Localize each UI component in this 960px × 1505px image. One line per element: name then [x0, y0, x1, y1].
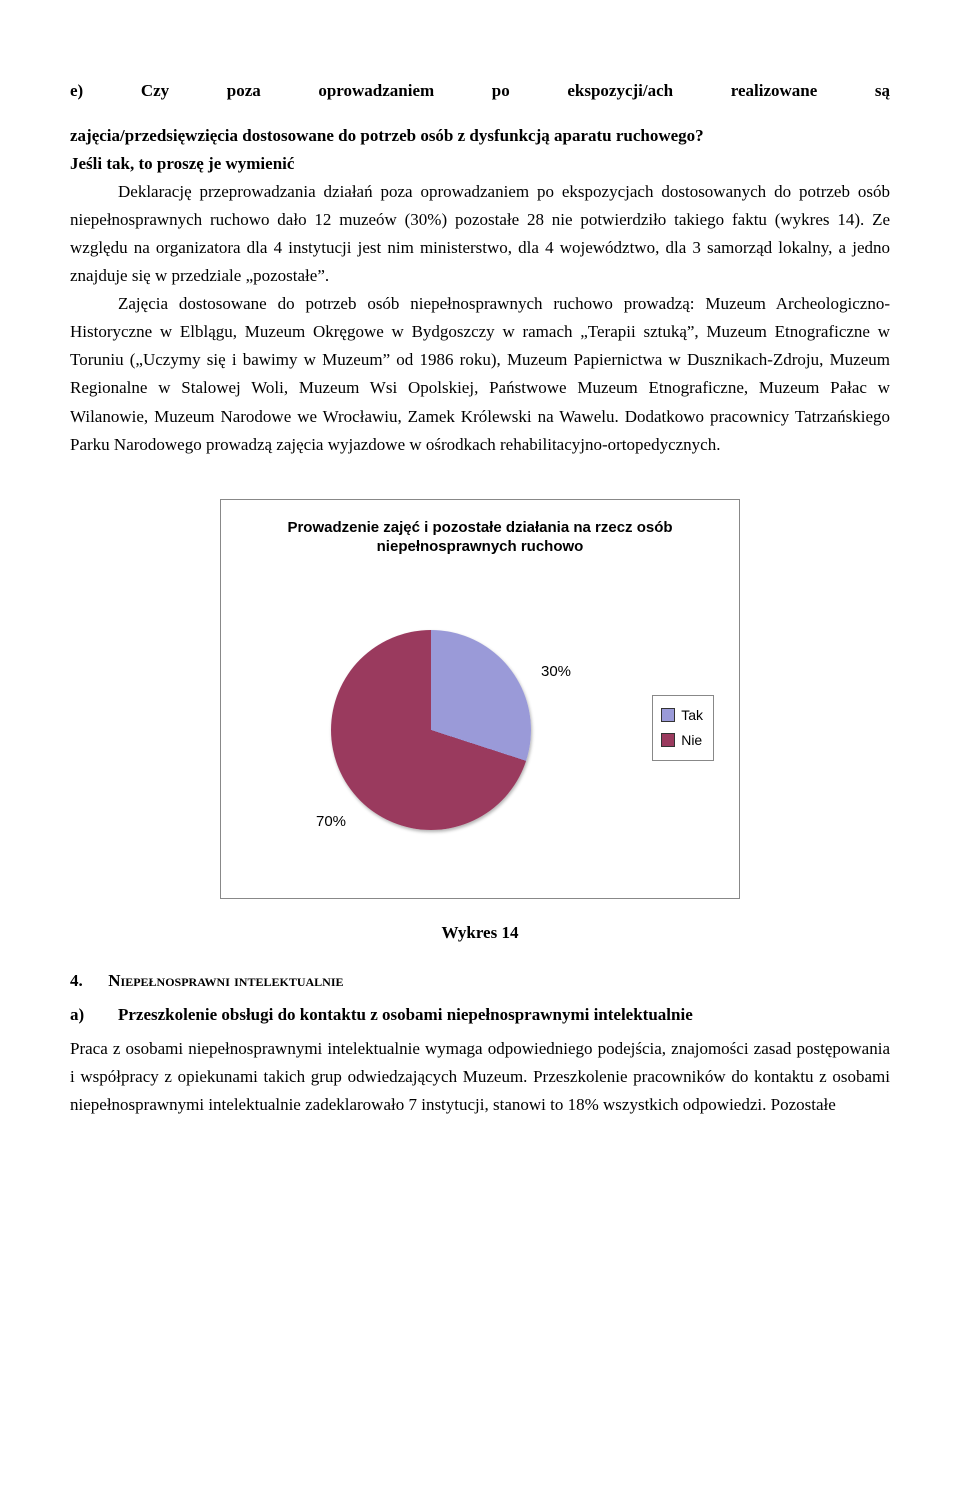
q-e-w1: Czy [141, 77, 169, 105]
question-e-block: e) Czy poza oprowadzaniem po ekspozycji/… [70, 77, 890, 178]
pie-chart [331, 630, 531, 830]
legend-row-tak: Tak [661, 704, 703, 727]
paragraph-3: Praca z osobami niepełnosprawnymi intele… [70, 1035, 890, 1119]
question-a-block: a) Przeszkolenie obsługi do kontaktu z o… [70, 1001, 890, 1029]
legend-label-tak: Tak [681, 704, 703, 727]
legend-row-nie: Nie [661, 729, 703, 752]
section-4-num: 4. [70, 971, 83, 990]
question-e-line1: e) Czy poza oprowadzaniem po ekspozycji/… [70, 77, 890, 105]
question-e-line3: Jeśli tak, to proszę je wymienić [70, 150, 890, 178]
q-e-w3: oprowadzaniem [318, 77, 434, 105]
pie-wrap [331, 630, 531, 830]
q-e-w5: ekspozycji/ach [567, 77, 673, 105]
q-a-text: Przeszkolenie obsługi do kontaktu z osob… [118, 1001, 693, 1029]
q-e-w6: realizowane [731, 77, 818, 105]
q-a-letter: a) [70, 1001, 118, 1029]
q-e-w7: są [875, 77, 890, 105]
section-4-heading: 4. Niepełnosprawni intelektualnie [70, 967, 890, 995]
chart-title: Prowadzenie zajęć i pozostałe działania … [251, 518, 709, 557]
chart-caption: Wykres 14 [70, 919, 890, 947]
pie-chart-container: Prowadzenie zajęć i pozostałe działania … [220, 499, 740, 899]
paragraph-2: Zajęcia dostosowane do potrzeb osób niep… [70, 290, 890, 458]
legend-label-nie: Nie [681, 729, 702, 752]
slice-label-tak: 30% [541, 660, 571, 685]
section-4-title: Niepełnosprawni intelektualnie [108, 971, 343, 990]
paragraph-1: Deklarację przeprowadzania działań poza … [70, 178, 890, 290]
question-e-line2: zajęcia/przedsięwzięcia dostosowane do p… [70, 122, 890, 150]
chart-legend: Tak Nie [652, 695, 714, 761]
slice-label-nie: 70% [316, 810, 346, 835]
q-e-w4: po [492, 77, 510, 105]
legend-swatch-tak [661, 708, 675, 722]
q-e-w2: poza [227, 77, 261, 105]
q-e-letter: e) [70, 77, 83, 105]
legend-swatch-nie [661, 733, 675, 747]
